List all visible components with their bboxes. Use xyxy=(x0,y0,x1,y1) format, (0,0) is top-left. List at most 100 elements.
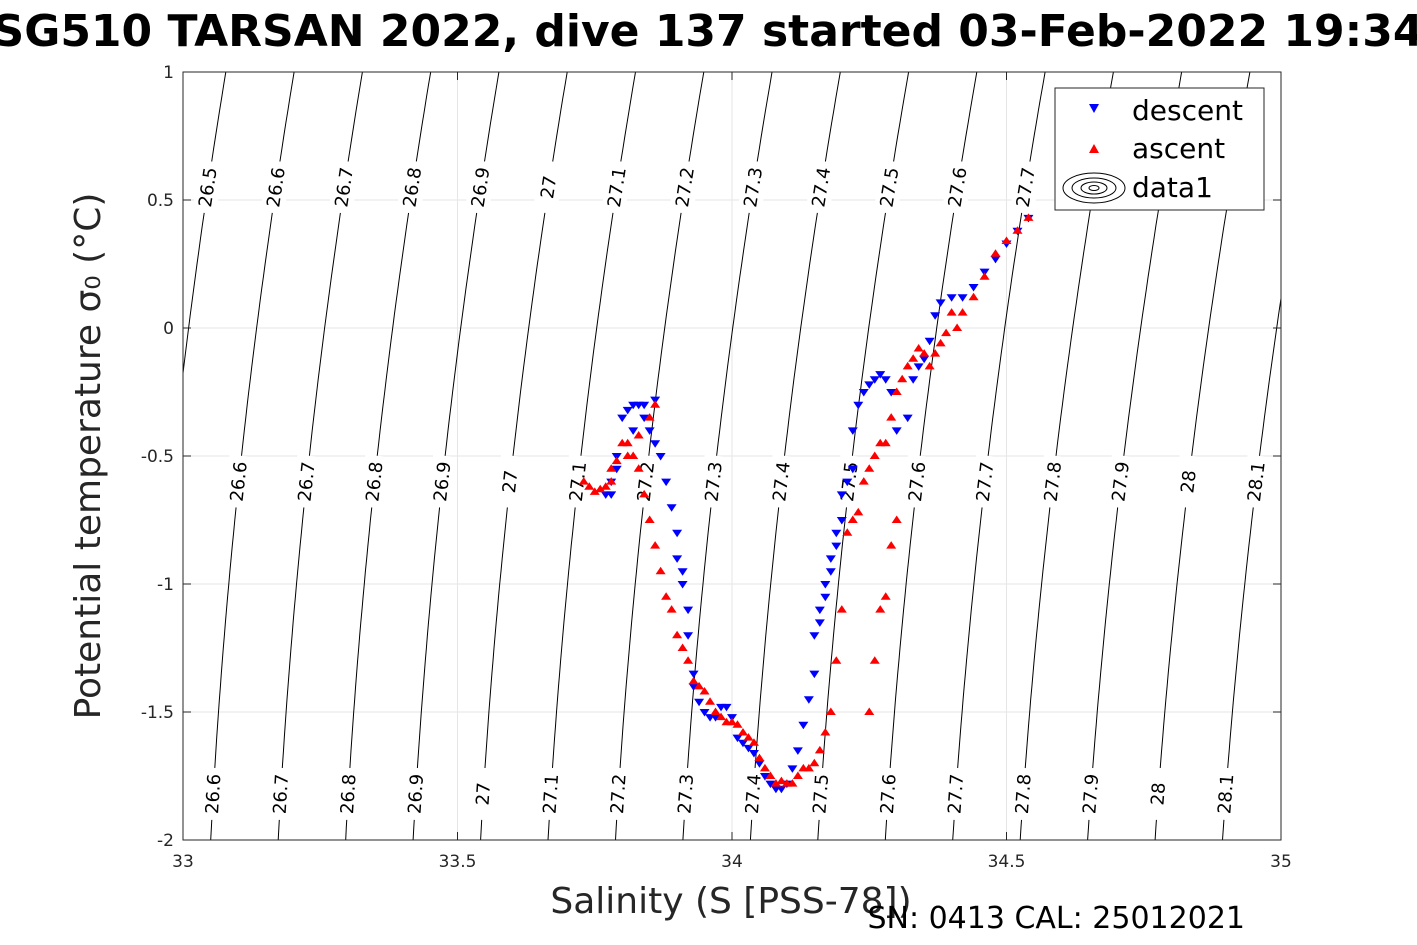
descent-series xyxy=(600,214,1034,794)
ascent-point xyxy=(831,656,842,664)
descent-point xyxy=(935,299,946,307)
ascent-point xyxy=(864,464,875,472)
ascent-point xyxy=(820,727,831,736)
descent-point xyxy=(611,465,622,474)
descent-point xyxy=(864,381,875,389)
contour-label-bg xyxy=(698,454,729,509)
x-axis-label: Salinity (S [PSS-78]) xyxy=(550,881,911,922)
descent-point xyxy=(748,749,759,758)
contour-label: 27 xyxy=(473,782,495,806)
descent-point xyxy=(869,376,880,384)
ascent-point xyxy=(694,681,705,690)
ascent-point xyxy=(897,374,908,383)
contour-label: 27.4 xyxy=(769,460,794,502)
descent-point xyxy=(792,747,803,755)
descent-point xyxy=(968,284,979,292)
ascent-point xyxy=(699,687,710,695)
descent-point xyxy=(737,739,748,748)
y-tick-label: 1 xyxy=(163,63,174,83)
descent-point xyxy=(831,529,842,538)
ascent-point xyxy=(721,717,732,726)
contour-label: 27.6 xyxy=(905,461,931,503)
descent-point xyxy=(743,744,754,753)
contour-label-bg xyxy=(199,767,227,821)
descent-point xyxy=(809,670,820,679)
ascent-point xyxy=(606,477,617,485)
ascent-point xyxy=(891,387,902,395)
ascent-point xyxy=(825,707,836,715)
contour-label: 28.1 xyxy=(1244,461,1270,503)
descent-point xyxy=(847,465,858,474)
ascent-point xyxy=(886,541,897,549)
contour-icon xyxy=(1062,172,1126,204)
legend-descent-label: descent xyxy=(1132,94,1243,127)
contour-label-bg xyxy=(874,767,903,821)
ascent-point xyxy=(650,541,661,549)
ascent-point xyxy=(941,328,952,337)
contour-label: 26.6 xyxy=(227,461,252,503)
contour-label: 27.7 xyxy=(973,461,999,503)
ascent-point xyxy=(644,413,655,421)
descent-point xyxy=(825,568,836,576)
serial-calibration-text: SN: 0413 CAL: 25012021 xyxy=(867,901,1245,936)
descent-point xyxy=(683,632,694,640)
ascent-point xyxy=(633,431,644,439)
y-tick-label: -1 xyxy=(157,575,174,595)
contour-label-bg xyxy=(402,767,430,821)
descent-point xyxy=(655,453,666,461)
ascent-point xyxy=(584,482,595,490)
descent-point xyxy=(913,363,924,371)
descent-point xyxy=(672,529,683,538)
ascent-point xyxy=(858,477,869,485)
ascent-point xyxy=(990,249,1001,257)
ascent-point xyxy=(875,605,886,613)
contour-label-bg xyxy=(291,454,322,509)
ascent-point xyxy=(864,707,875,715)
descent-point xyxy=(628,401,639,410)
ascent-point xyxy=(650,400,661,408)
ascent-point xyxy=(968,292,979,301)
descent-point xyxy=(759,773,770,781)
contour-label-bg xyxy=(537,767,565,821)
ascent-point xyxy=(705,697,716,705)
descent-point xyxy=(946,294,957,302)
y-tick-label: -0.5 xyxy=(141,447,174,467)
descent-point xyxy=(639,401,650,410)
descent-point xyxy=(639,414,650,423)
contour-label: 27.6 xyxy=(877,773,901,814)
descent-point xyxy=(732,734,743,743)
ascent-point xyxy=(842,528,853,536)
ascent-point xyxy=(798,763,809,772)
descent-point xyxy=(694,698,705,707)
contour-label-bg xyxy=(604,767,633,821)
descent-point xyxy=(836,491,847,499)
descent-point xyxy=(842,478,853,487)
descent-point xyxy=(930,312,941,320)
legend-ascent-marker xyxy=(1089,144,1099,153)
ascent-point xyxy=(792,771,803,779)
ascent-point xyxy=(716,712,727,721)
contour-label-bg xyxy=(267,767,295,821)
ascent-point xyxy=(639,489,650,498)
ascent-point xyxy=(814,745,825,754)
contour-label: 26.7 xyxy=(294,461,319,503)
contour-label-bg xyxy=(805,159,838,215)
ascent-point xyxy=(908,354,919,362)
ascent-point xyxy=(770,779,781,787)
ascent-point xyxy=(748,738,759,746)
ascent-point xyxy=(737,727,748,736)
ascent-point xyxy=(919,349,930,357)
ascent-point xyxy=(776,776,787,785)
descent-point xyxy=(825,555,836,563)
descent-point xyxy=(853,401,864,410)
descent-point xyxy=(672,555,683,563)
ascent-point xyxy=(617,438,628,447)
ascent-point xyxy=(930,349,941,357)
ascent-point xyxy=(754,753,765,762)
legend: descent ascent data1 xyxy=(1054,87,1265,211)
ascent-point xyxy=(869,451,880,459)
descent-point xyxy=(880,376,891,384)
ascent-point xyxy=(677,643,688,651)
y-tick-label: 0.5 xyxy=(147,191,174,211)
